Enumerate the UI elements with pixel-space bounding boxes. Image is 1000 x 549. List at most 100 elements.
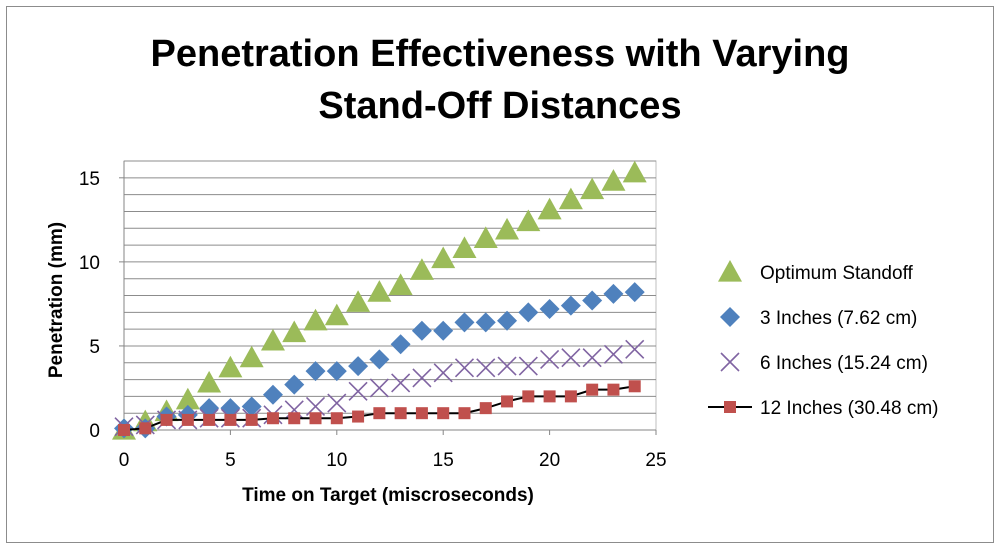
data-point	[582, 348, 602, 368]
data-point	[305, 361, 326, 382]
data-point	[564, 390, 577, 403]
data-point	[346, 290, 371, 312]
data-point	[367, 280, 392, 302]
legend-entry: Optimum Standoff	[718, 260, 914, 284]
x-tick-label: 25	[645, 450, 666, 471]
y-axis-title: Penetration (mm)	[46, 222, 67, 378]
data-point	[495, 217, 520, 240]
y-tick-label: 0	[89, 421, 100, 442]
data-point	[497, 310, 518, 331]
data-point	[288, 412, 301, 425]
data-point	[412, 368, 432, 388]
data-point	[518, 302, 539, 323]
legend-entry: 12 Inches (30.48 cm)	[708, 398, 938, 419]
data-point	[586, 383, 599, 396]
data-point	[437, 407, 450, 420]
legend-label: 6 Inches (15.24 cm)	[760, 353, 928, 374]
data-point	[476, 358, 496, 378]
data-point	[303, 308, 328, 331]
legend-label: 12 Inches (30.48 cm)	[760, 398, 938, 419]
data-point	[390, 334, 411, 355]
data-point	[369, 349, 390, 370]
data-point	[539, 298, 560, 319]
axes	[119, 161, 657, 435]
x-tick-label: 15	[433, 450, 454, 471]
data-point	[324, 303, 349, 326]
data-point	[348, 381, 368, 401]
series-marks	[112, 160, 647, 440]
data-point	[373, 407, 386, 420]
data-point	[580, 177, 605, 200]
data-point	[433, 320, 454, 341]
data-point	[266, 412, 279, 425]
x-tick-label: 0	[119, 450, 130, 471]
tick-labels: 0 5 10 15 0 5 10 15 20 25	[79, 169, 667, 471]
data-point	[241, 396, 262, 417]
data-point	[603, 283, 624, 304]
chart-title-line-1: Penetration Effectiveness with Varying	[150, 33, 850, 75]
x-tick-label: 10	[326, 450, 347, 471]
data-point	[260, 328, 285, 351]
data-point	[175, 387, 200, 410]
data-point	[352, 410, 365, 423]
legend: Optimum Standoff 3 Inches (7.62 cm) 6 Inch…	[708, 260, 938, 419]
series-3	[114, 339, 645, 437]
series-4	[118, 380, 641, 436]
data-point	[518, 356, 538, 376]
data-point	[118, 424, 130, 436]
legend-label: 3 Inches (7.62 cm)	[760, 308, 917, 329]
data-point	[475, 312, 496, 333]
legend-marker	[720, 307, 740, 327]
data-point	[433, 363, 453, 383]
data-point	[411, 320, 432, 341]
legend-entry: 3 Inches (7.62 cm)	[720, 307, 917, 329]
legend-label: Optimum Standoff	[760, 263, 914, 284]
data-point	[327, 393, 347, 413]
data-point	[516, 209, 541, 232]
data-point	[203, 413, 216, 426]
data-point	[628, 380, 641, 393]
data-point	[479, 402, 492, 415]
data-point	[458, 407, 471, 420]
data-point	[501, 395, 514, 408]
data-point	[431, 246, 456, 269]
data-point	[622, 160, 647, 183]
data-point	[197, 370, 222, 393]
data-point	[348, 356, 369, 377]
data-point	[473, 226, 498, 248]
data-point	[601, 169, 626, 191]
data-point	[537, 197, 562, 220]
data-point	[409, 258, 434, 280]
data-point	[309, 412, 322, 425]
data-point	[607, 383, 620, 396]
data-point	[603, 344, 624, 364]
chart-title-line-2: Stand-Off Distances	[318, 85, 682, 127]
data-point	[624, 282, 645, 303]
data-point	[218, 355, 243, 378]
y-tick-label: 10	[79, 253, 100, 274]
data-point	[543, 390, 556, 403]
y-tick-label: 15	[79, 169, 100, 190]
x-tick-label: 5	[225, 450, 236, 471]
data-point	[625, 339, 645, 359]
data-point	[540, 349, 560, 369]
data-point	[415, 407, 428, 420]
data-point	[224, 413, 237, 426]
data-point	[558, 187, 583, 210]
legend-marker	[724, 401, 736, 413]
data-point	[452, 236, 477, 259]
data-point	[522, 390, 535, 403]
data-point	[239, 345, 264, 368]
data-point	[454, 358, 475, 378]
data-point	[454, 312, 475, 333]
x-tick-label: 20	[539, 450, 560, 471]
data-point	[560, 295, 581, 316]
legend-marker	[718, 260, 742, 282]
data-point	[391, 373, 411, 393]
data-point	[561, 348, 581, 368]
data-point	[262, 384, 283, 405]
x-axis-title: Time on Target (miscroseconds)	[242, 485, 534, 506]
data-point	[245, 413, 258, 426]
data-point	[160, 413, 173, 426]
